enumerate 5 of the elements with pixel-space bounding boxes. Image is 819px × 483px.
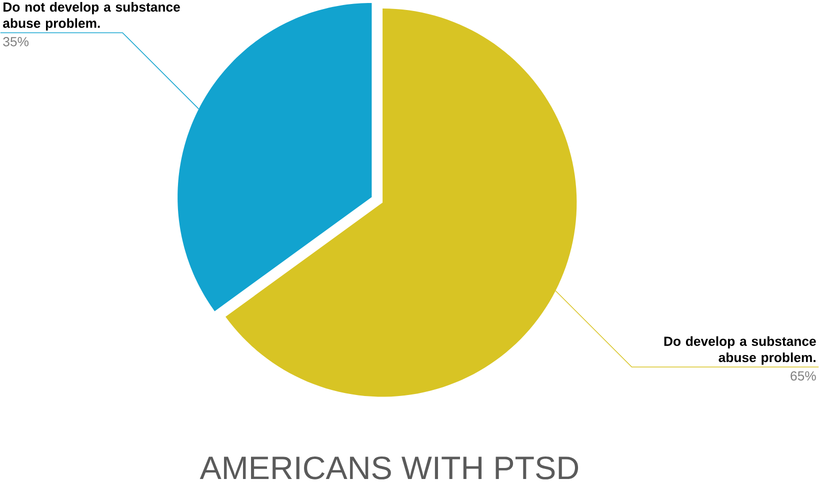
text: AMERICANS WITH PTSD [200, 456, 578, 480]
data-label: 65% [790, 371, 816, 381]
data-label: 35% [3, 37, 29, 46]
slice-label: Do not develop a substance abuse problem. [3, 2, 180, 31]
slice-label: Do develop a substance abuse problem. [664, 336, 816, 365]
